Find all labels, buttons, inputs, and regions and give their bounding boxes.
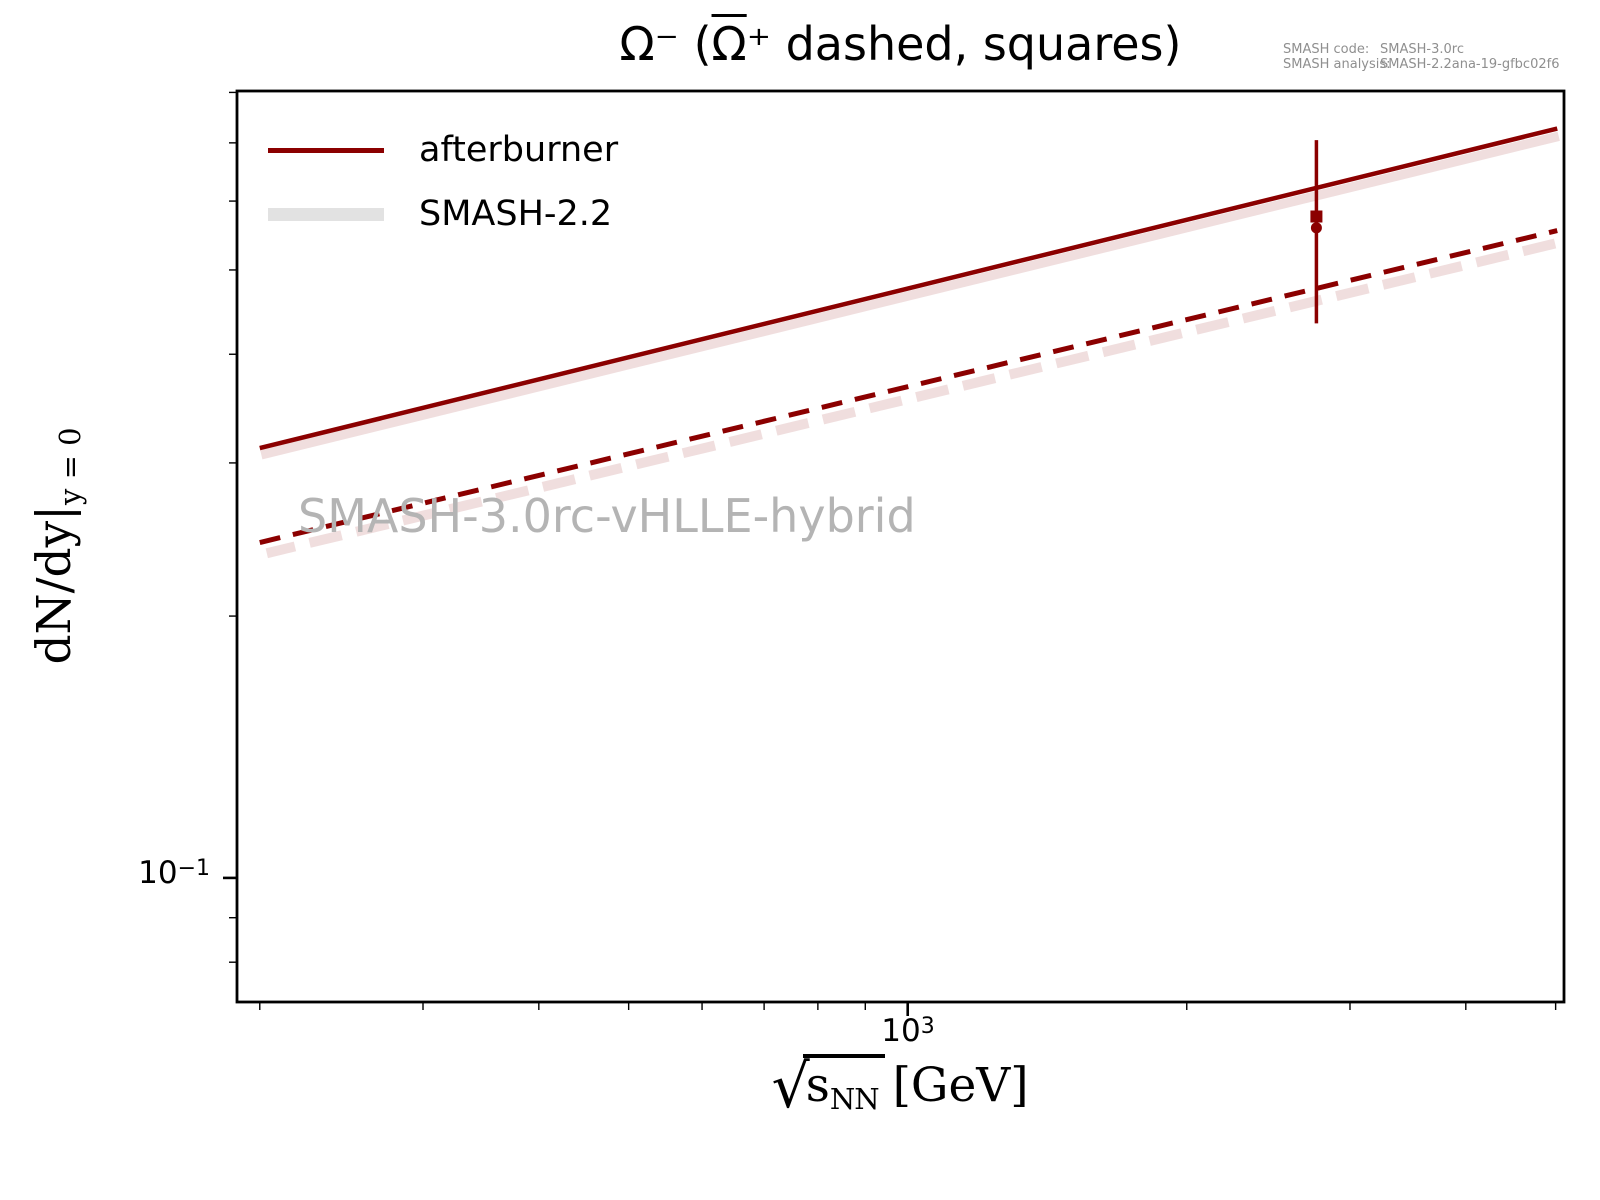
title-antiomega-bar: Ω <box>711 17 747 71</box>
series-afterburner-omega-minus <box>259 126 1558 451</box>
y-axis-label: dN/dy|y = 0 <box>27 427 87 665</box>
legend-item-smash22: SMASH-2.2 <box>268 182 618 246</box>
y-tick-label: 10−1 <box>138 855 210 891</box>
series-smash-2-2-anti-omega-plus <box>265 236 1566 559</box>
title-omega-minus: Ω⁻ ( <box>619 17 712 71</box>
afterburner-line-swatch <box>268 147 384 153</box>
smash-code-label: SMASH code: <box>1283 42 1370 57</box>
x-axis-label: √sNN [GeV] <box>771 1052 1029 1122</box>
legend-item-afterburner: afterburner <box>268 118 618 182</box>
version-annotation: SMASH code: SMASH-3.0rc SMASH analysis: … <box>1283 42 1559 72</box>
marker-anti-omega-plus-measurement <box>1310 210 1323 223</box>
legend-label-smash22: SMASH-2.2 <box>419 194 613 234</box>
smash-code-value: SMASH-3.0rc <box>1380 42 1464 57</box>
smash-analysis-label: SMASH analysis: <box>1283 57 1391 72</box>
smash22-band-swatch <box>268 207 384 221</box>
radical-sign: √ <box>771 1052 810 1122</box>
plot-title: Ω⁻ (Ω⁺ dashed, squares) <box>237 18 1564 70</box>
series-smash-2-2-omega-minus <box>260 131 1560 460</box>
watermark: SMASH-3.0rc-vHLLE-hybrid <box>298 489 916 543</box>
x-tick-label: 103 <box>881 1013 935 1049</box>
marker-omega-minus-measurement <box>1310 222 1322 234</box>
legend: afterburner SMASH-2.2 <box>268 118 618 246</box>
plot-frame <box>235 89 1566 1004</box>
legend-label-afterburner: afterburner <box>419 130 619 170</box>
smash-analysis-value: SMASH-2.2ana-19-gfbc02f6 <box>1380 57 1560 72</box>
series-afterburner-anti-omega-plus <box>259 228 1558 545</box>
title-suffix: ⁺ dashed, squares) <box>746 17 1182 71</box>
